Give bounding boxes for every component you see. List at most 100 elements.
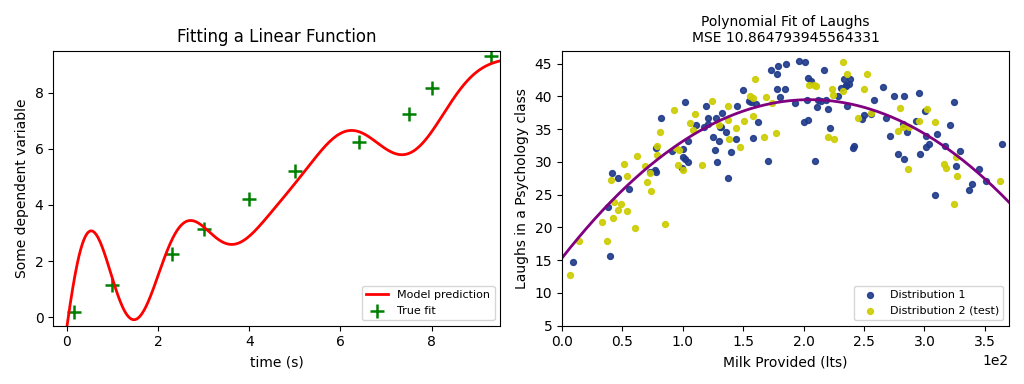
Distribution 1 — [777, 61, 794, 68]
Distribution 1 — [768, 71, 784, 77]
Distribution 2 (test) — [637, 163, 653, 169]
Distribution 1 — [809, 104, 825, 110]
Distribution 1 — [770, 63, 786, 70]
X-axis label: time (s): time (s) — [250, 355, 303, 369]
Distribution 2 (test) — [570, 238, 587, 244]
Distribution 1 — [705, 134, 721, 141]
Distribution 2 (test) — [656, 221, 673, 227]
Distribution 1 — [602, 253, 618, 260]
Distribution 1 — [675, 154, 691, 160]
Model prediction — [494, 58, 506, 63]
Distribution 1 — [727, 136, 743, 142]
Distribution 1 — [723, 149, 739, 155]
Distribution 2 (test) — [901, 124, 918, 131]
Distribution 2 (test) — [745, 95, 762, 101]
Distribution 1 — [734, 87, 751, 93]
Distribution 2 (test) — [835, 88, 851, 94]
Distribution 2 (test) — [605, 215, 622, 221]
Distribution 1 — [916, 108, 933, 114]
Distribution 1 — [829, 93, 846, 99]
Distribution 2 (test) — [895, 124, 911, 130]
Distribution 2 (test) — [890, 128, 906, 134]
Distribution 1 — [677, 99, 693, 105]
Distribution 2 (test) — [671, 147, 687, 153]
Distribution 2 (test) — [820, 134, 837, 140]
Distribution 1 — [696, 124, 713, 130]
Distribution 2 (test) — [825, 91, 842, 98]
Distribution 1 — [688, 122, 705, 128]
Distribution 2 (test) — [720, 136, 736, 142]
Distribution 2 (test) — [938, 165, 954, 171]
Distribution 1 — [837, 76, 853, 82]
Distribution 1 — [768, 86, 784, 92]
Distribution 1 — [910, 90, 927, 96]
Distribution 2 (test) — [711, 122, 727, 128]
Distribution 2 (test) — [616, 161, 633, 167]
Distribution 2 (test) — [685, 126, 701, 132]
Distribution 1 — [895, 121, 911, 127]
Distribution 1 — [777, 86, 794, 92]
Distribution 1 — [862, 111, 879, 117]
Distribution 1 — [945, 99, 962, 105]
Distribution 1 — [709, 115, 725, 121]
Distribution 1 — [813, 98, 829, 104]
Distribution 1 — [898, 129, 914, 135]
Distribution 1 — [845, 144, 861, 151]
Title: Fitting a Linear Function: Fitting a Linear Function — [177, 28, 377, 46]
Distribution 1 — [648, 169, 665, 175]
Distribution 2 (test) — [825, 136, 842, 142]
Distribution 1 — [809, 97, 825, 103]
Distribution 1 — [839, 82, 855, 88]
Distribution 2 (test) — [742, 93, 759, 99]
Distribution 1 — [907, 118, 924, 124]
Distribution 1 — [919, 144, 935, 150]
Distribution 2 (test) — [856, 86, 872, 93]
Distribution 2 (test) — [629, 153, 645, 159]
Distribution 1 — [800, 117, 816, 123]
Distribution 2 (test) — [694, 162, 711, 168]
Distribution 2 (test) — [758, 94, 774, 100]
Distribution 2 (test) — [649, 152, 666, 158]
Distribution 1 — [646, 167, 663, 173]
Distribution 2 (test) — [606, 199, 623, 205]
Distribution 1 — [743, 99, 760, 105]
Distribution 1 — [750, 119, 766, 125]
Distribution 1 — [818, 97, 835, 103]
Distribution 1 — [800, 74, 816, 81]
Distribution 2 (test) — [850, 115, 866, 121]
Distribution 1 — [854, 116, 870, 122]
Distribution 2 (test) — [920, 106, 936, 112]
True fit — [400, 111, 417, 117]
Distribution 2 (test) — [836, 59, 852, 65]
Y-axis label: Some dependent variable: Some dependent variable — [15, 98, 29, 278]
Distribution 2 (test) — [603, 177, 620, 183]
True fit — [241, 196, 257, 202]
Distribution 1 — [846, 143, 862, 149]
Title: Polynomial Fit of Laughs
MSE 10.864793945564331: Polynomial Fit of Laughs MSE 10.86479394… — [691, 15, 880, 45]
Distribution 2 (test) — [806, 82, 822, 88]
Distribution 2 (test) — [668, 145, 684, 151]
Distribution 2 (test) — [936, 161, 952, 167]
True fit — [287, 168, 303, 174]
Distribution 1 — [600, 204, 616, 210]
Distribution 2 (test) — [900, 166, 916, 172]
Distribution 1 — [839, 103, 855, 109]
Distribution 1 — [677, 156, 693, 162]
Distribution 1 — [838, 83, 854, 89]
Distribution 1 — [680, 138, 696, 144]
Distribution 1 — [886, 93, 902, 99]
Distribution 2 (test) — [652, 129, 669, 135]
Distribution 1 — [674, 165, 690, 171]
Distribution 1 — [711, 138, 727, 144]
Distribution 2 (test) — [720, 118, 736, 124]
Distribution 2 (test) — [675, 167, 691, 173]
Distribution 2 (test) — [594, 219, 610, 225]
Distribution 1 — [709, 159, 725, 165]
Distribution 1 — [720, 175, 736, 181]
Distribution 1 — [760, 158, 776, 164]
Distribution 2 (test) — [911, 118, 928, 124]
Distribution 1 — [994, 141, 1011, 147]
Distribution 2 (test) — [801, 82, 817, 88]
Distribution 1 — [815, 67, 831, 73]
Distribution 1 — [977, 178, 993, 184]
